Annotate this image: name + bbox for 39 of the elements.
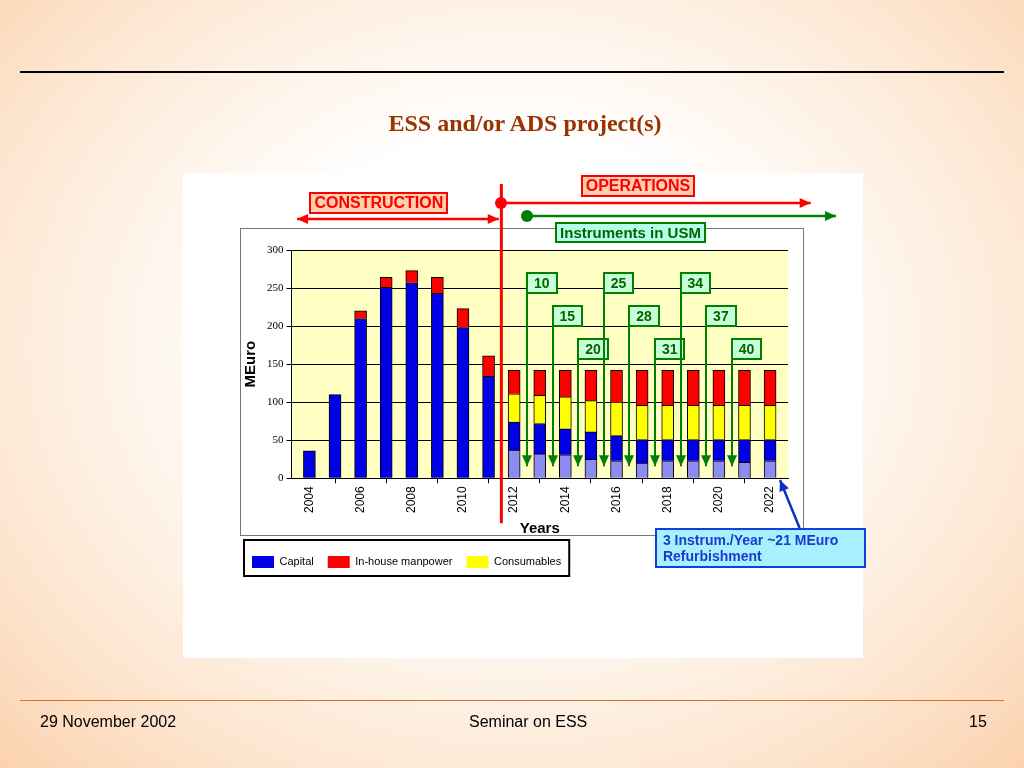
y-tick-label: 50 [272,433,284,446]
annotation: 40 [730,338,763,360]
chart-title: ESS and/or ADS project(s) [387,110,663,137]
y-axis-title: MEuro [241,340,259,388]
annotation: 34 [679,272,712,294]
annotation: 10 [525,272,558,294]
annotation: 15 [551,305,584,327]
y-tick-label: 100 [267,395,284,408]
annotation: 37 [705,305,737,327]
text: CONSTRUCTION [309,192,449,214]
annotation: 25 [602,272,635,294]
x-tick-label: 2020 [711,485,726,514]
y-tick-label: 300 [267,242,284,255]
text: 29 November 2002 [39,713,178,731]
y-tick-label: 0 [278,471,284,484]
legend-label: Consumables [493,555,562,568]
x-tick-label: 2016 [608,485,623,514]
text: Seminar on ESS [468,713,589,731]
text: 3 Instrum./Year ~21 MEuro Refurbishment [654,528,866,569]
x-axis-title: Years [519,519,560,537]
legend-label: In-house manpower [355,555,453,568]
y-tick-label: 200 [267,318,284,331]
y-tick-label: 250 [267,280,284,293]
annotation: 31 [653,338,686,360]
x-tick-label: 2004 [301,485,316,514]
x-tick-label: 2006 [352,485,367,514]
annotation: 20 [577,338,609,360]
x-tick-label: 2012 [506,485,521,514]
legend-label: Capital [279,555,314,568]
x-tick-label: 2008 [404,485,419,514]
y-tick-label: 150 [267,357,284,370]
annotation: 28 [628,305,660,327]
text: OPERATIONS [580,175,696,197]
x-tick-label: 2010 [455,485,470,514]
text: 15 [968,713,988,731]
x-tick-label: 2022 [762,485,777,514]
text: Instruments in USM [555,222,706,243]
x-tick-label: 2018 [660,485,675,514]
x-tick-label: 2014 [557,485,572,514]
